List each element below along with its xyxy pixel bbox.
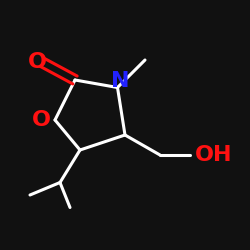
Text: OH: OH [195,145,232,165]
Text: O: O [28,52,47,72]
Text: N: N [111,71,129,91]
Text: O: O [32,110,51,130]
